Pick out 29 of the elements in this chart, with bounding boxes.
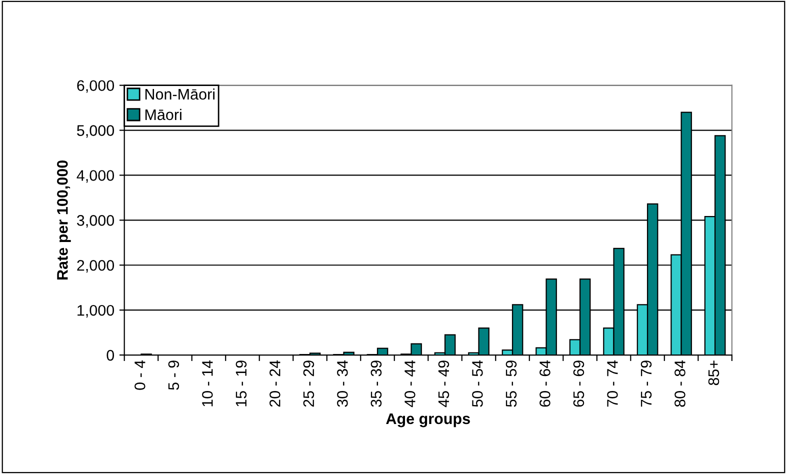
- x-tick-label: 75 - 79: [640, 360, 652, 407]
- x-tick-label: 35 - 39: [370, 360, 382, 407]
- x-tick-label: 20 - 24: [270, 360, 280, 407]
- y-tick-label: 6,000: [77, 80, 114, 93]
- x-tick-label: 55 - 59: [506, 360, 517, 407]
- x-tick-label: 60 - 64: [540, 360, 550, 407]
- x-tick-label: 85+: [708, 360, 720, 386]
- x-tick-label: 30 - 34: [337, 360, 348, 407]
- x-tick-label: 40 - 44: [404, 360, 416, 408]
- x-tick-label: 0 - 4: [134, 360, 146, 390]
- y-tick-label: 1,000: [78, 304, 114, 318]
- legend-label: Non-Māori: [145, 88, 214, 100]
- x-tick-label: 45 - 49: [438, 360, 450, 408]
- legend-label: Māori: [145, 108, 182, 120]
- y-tick-label: 5,000: [77, 125, 114, 138]
- x-axis-title: Age groups: [386, 413, 470, 428]
- x-tick-label: 10 - 14: [202, 360, 213, 406]
- x-tick-label: 70 - 74: [607, 360, 618, 407]
- x-tick-label: 50 - 54: [472, 360, 483, 407]
- y-axis-title: Rate per 100,000: [57, 160, 71, 280]
- y-tick-label: 3,000: [76, 215, 114, 228]
- x-tick-label: 65 - 69: [573, 360, 584, 407]
- x-tick-label: 25 - 29: [303, 360, 314, 407]
- y-tick-label: 4,000: [76, 170, 114, 183]
- x-tick-label: 80 - 84: [674, 360, 686, 407]
- x-tick-label: 5 - 9: [168, 360, 180, 390]
- y-tick-label: 0: [106, 350, 114, 361]
- y-tick-label: 2,000: [77, 260, 114, 273]
- x-tick-label: 15 - 19: [236, 360, 247, 406]
